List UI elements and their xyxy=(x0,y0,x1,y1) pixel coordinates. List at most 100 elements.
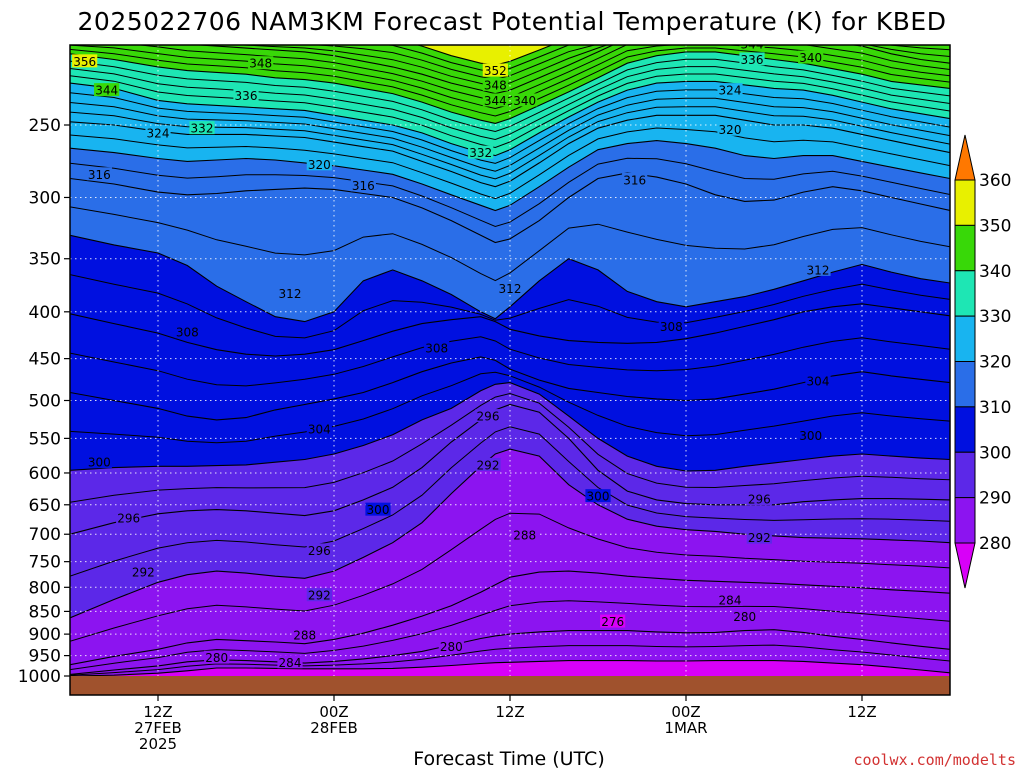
x-tick-label-42-1: 00Z xyxy=(671,703,700,721)
svg-text:316: 316 xyxy=(352,179,375,193)
svg-text:312: 312 xyxy=(279,287,302,301)
contour-label-276: 276 xyxy=(600,614,626,629)
contour-label-332: 332 xyxy=(468,145,494,160)
y-tick-label-1000: 1000 xyxy=(18,667,61,687)
pressure-axis: 250 300 350 400 450 500 550 600 650 700 750 800 850 9… xyxy=(18,116,70,687)
contour-label-324: 324 xyxy=(145,125,171,140)
x-tick-label-54-1: 12Z xyxy=(847,703,876,721)
contour-label-348: 348 xyxy=(248,56,274,71)
svg-text:320: 320 xyxy=(719,123,742,137)
contour-label-300: 300 xyxy=(86,455,112,470)
contour-292 xyxy=(70,448,950,619)
x-tick-label-6-3: 2025 xyxy=(139,735,177,753)
contour-label-344: 344 xyxy=(482,93,508,108)
contour-label-296: 296 xyxy=(746,492,772,507)
svg-text:280: 280 xyxy=(733,610,756,624)
contour-label-356: 356 xyxy=(72,54,98,69)
contour-label-288: 288 xyxy=(512,527,538,542)
x-tick-label-42-2: 1MAR xyxy=(664,719,707,737)
y-tick-label-400: 400 xyxy=(29,303,61,323)
colorbar-label-290: 290 xyxy=(979,489,1011,509)
svg-text:296: 296 xyxy=(308,544,331,558)
contour-label-316: 316 xyxy=(86,167,112,182)
svg-text:276: 276 xyxy=(601,615,624,629)
svg-text:296: 296 xyxy=(117,512,140,526)
y-tick-label-950: 950 xyxy=(29,647,61,667)
contour-label-324: 324 xyxy=(717,83,743,98)
contour-290 xyxy=(70,512,950,642)
contour-288 xyxy=(70,570,950,666)
contour-label-340: 340 xyxy=(798,50,824,65)
contour-label-300: 300 xyxy=(585,489,611,504)
svg-text:292: 292 xyxy=(477,458,500,472)
contour-label-292: 292 xyxy=(746,530,772,545)
contour-label-292: 292 xyxy=(130,565,156,580)
svg-text:316: 316 xyxy=(623,173,646,187)
svg-text:340: 340 xyxy=(799,51,822,65)
contour-label-308: 308 xyxy=(658,319,684,334)
contour-282 xyxy=(70,644,950,676)
svg-text:356: 356 xyxy=(73,55,96,69)
contour-label-316: 316 xyxy=(350,178,376,193)
svg-text:292: 292 xyxy=(748,531,771,545)
svg-text:292: 292 xyxy=(308,589,331,603)
colorbar-label-300: 300 xyxy=(979,443,1011,463)
contour-label-296: 296 xyxy=(116,511,142,526)
colorbar-label-310: 310 xyxy=(979,398,1011,418)
svg-text:300: 300 xyxy=(367,503,390,517)
contour-280 xyxy=(70,660,950,677)
svg-text:344: 344 xyxy=(484,94,507,108)
svg-text:312: 312 xyxy=(499,282,522,296)
band-above-356 xyxy=(417,45,552,66)
svg-text:312: 312 xyxy=(807,263,830,277)
svg-text:332: 332 xyxy=(191,122,214,136)
contour-label-312: 312 xyxy=(277,286,303,301)
ground-surface xyxy=(70,676,950,695)
contour-label-320: 320 xyxy=(306,157,332,172)
contour-332 xyxy=(70,80,950,157)
svg-text:308: 308 xyxy=(176,326,199,340)
contour-label-284: 284 xyxy=(717,593,743,608)
colorbar: 280 290 300 310 320 330 340 350 360 xyxy=(954,134,1011,589)
grid-lines xyxy=(70,45,950,695)
y-tick-label-450: 450 xyxy=(29,350,61,370)
colorbar-segment-290-300 xyxy=(954,451,976,499)
svg-text:344: 344 xyxy=(95,84,118,98)
contour-label-280: 280 xyxy=(204,650,230,665)
y-tick-label-600: 600 xyxy=(29,464,61,484)
x-tick-label-6-1: 12Z xyxy=(143,703,172,721)
colorbar-segment-340-350 xyxy=(954,224,976,272)
contour-306 xyxy=(70,336,950,387)
contour-label-308: 308 xyxy=(424,340,450,355)
contour-label-296: 296 xyxy=(475,409,501,424)
svg-text:292: 292 xyxy=(132,566,155,580)
colorbar-segment-350-360 xyxy=(954,179,976,226)
colorbar-label-320: 320 xyxy=(979,353,1011,373)
contour-label-288: 288 xyxy=(292,628,318,643)
svg-text:288: 288 xyxy=(513,528,536,542)
contour-label-348: 348 xyxy=(482,77,508,92)
contour-label-320: 320 xyxy=(717,122,743,137)
svg-text:304: 304 xyxy=(308,422,331,436)
contour-label-316: 316 xyxy=(622,172,648,187)
y-tick-label-900: 900 xyxy=(29,625,61,645)
contour-316 xyxy=(70,172,950,244)
colorbar-segment-310-320 xyxy=(954,361,976,408)
y-tick-label-700: 700 xyxy=(29,525,61,545)
colorbar-label-340: 340 xyxy=(979,262,1011,282)
contour-label-280: 280 xyxy=(732,609,758,624)
contour-label-308: 308 xyxy=(174,325,200,340)
contour-label-296: 296 xyxy=(306,543,332,558)
y-tick-label-250: 250 xyxy=(29,116,61,136)
y-tick-label-850: 850 xyxy=(29,602,61,622)
svg-text:352: 352 xyxy=(484,64,507,78)
contour-label-352: 352 xyxy=(482,63,508,78)
contour-330 xyxy=(70,89,950,164)
svg-text:280: 280 xyxy=(205,651,228,665)
svg-text:300: 300 xyxy=(88,456,111,470)
colorbar-label-280: 280 xyxy=(979,534,1011,554)
contour-label-280: 280 xyxy=(438,639,464,654)
